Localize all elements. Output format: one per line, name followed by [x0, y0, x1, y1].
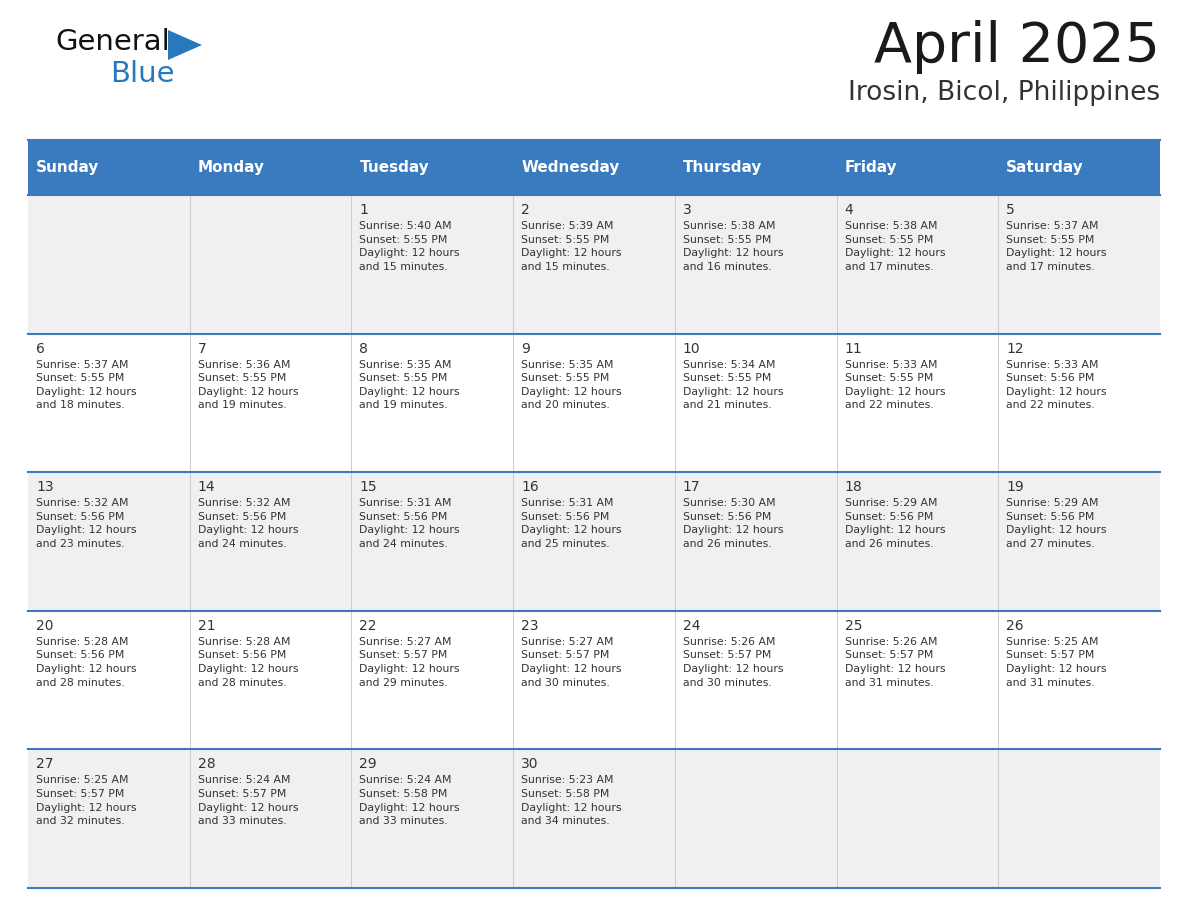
Text: 9: 9 [522, 341, 530, 355]
Bar [29, 140, 1159, 195]
Text: 26: 26 [1006, 619, 1024, 633]
Text: 2: 2 [522, 203, 530, 217]
Text: Sunrise: 5:26 AM
Sunset: 5:57 PM
Daylight: 12 hours
and 30 minutes.: Sunrise: 5:26 AM Sunset: 5:57 PM Dayligh… [683, 637, 783, 688]
Text: Sunrise: 5:38 AM
Sunset: 5:55 PM
Daylight: 12 hours
and 17 minutes.: Sunrise: 5:38 AM Sunset: 5:55 PM Dayligh… [845, 221, 946, 272]
Bar [29, 749, 1159, 888]
Text: Sunrise: 5:31 AM
Sunset: 5:56 PM
Daylight: 12 hours
and 24 minutes.: Sunrise: 5:31 AM Sunset: 5:56 PM Dayligh… [360, 498, 460, 549]
Text: 30: 30 [522, 757, 538, 771]
Text: Sunrise: 5:23 AM
Sunset: 5:58 PM
Daylight: 12 hours
and 34 minutes.: Sunrise: 5:23 AM Sunset: 5:58 PM Dayligh… [522, 776, 621, 826]
Text: Sunrise: 5:25 AM
Sunset: 5:57 PM
Daylight: 12 hours
and 31 minutes.: Sunrise: 5:25 AM Sunset: 5:57 PM Dayligh… [1006, 637, 1107, 688]
Text: Sunrise: 5:28 AM
Sunset: 5:56 PM
Daylight: 12 hours
and 28 minutes.: Sunrise: 5:28 AM Sunset: 5:56 PM Dayligh… [197, 637, 298, 688]
Text: General: General [55, 28, 170, 56]
Text: 4: 4 [845, 203, 853, 217]
Text: Sunrise: 5:24 AM
Sunset: 5:58 PM
Daylight: 12 hours
and 33 minutes.: Sunrise: 5:24 AM Sunset: 5:58 PM Dayligh… [360, 776, 460, 826]
Text: 16: 16 [522, 480, 539, 494]
Text: Sunrise: 5:40 AM
Sunset: 5:55 PM
Daylight: 12 hours
and 15 minutes.: Sunrise: 5:40 AM Sunset: 5:55 PM Dayligh… [360, 221, 460, 272]
Bar [29, 610, 1159, 749]
Text: 21: 21 [197, 619, 215, 633]
Text: Sunrise: 5:33 AM
Sunset: 5:55 PM
Daylight: 12 hours
and 22 minutes.: Sunrise: 5:33 AM Sunset: 5:55 PM Dayligh… [845, 360, 946, 410]
Text: 18: 18 [845, 480, 862, 494]
Text: 12: 12 [1006, 341, 1024, 355]
Text: Blue: Blue [110, 60, 175, 88]
Text: 8: 8 [360, 341, 368, 355]
Text: 1: 1 [360, 203, 368, 217]
Text: 17: 17 [683, 480, 701, 494]
Text: Sunrise: 5:32 AM
Sunset: 5:56 PM
Daylight: 12 hours
and 23 minutes.: Sunrise: 5:32 AM Sunset: 5:56 PM Dayligh… [36, 498, 137, 549]
Text: 24: 24 [683, 619, 701, 633]
Text: Sunrise: 5:29 AM
Sunset: 5:56 PM
Daylight: 12 hours
and 27 minutes.: Sunrise: 5:29 AM Sunset: 5:56 PM Dayligh… [1006, 498, 1107, 549]
Text: 27: 27 [36, 757, 53, 771]
Text: Sunrise: 5:36 AM
Sunset: 5:55 PM
Daylight: 12 hours
and 19 minutes.: Sunrise: 5:36 AM Sunset: 5:55 PM Dayligh… [197, 360, 298, 410]
Text: Sunrise: 5:37 AM
Sunset: 5:55 PM
Daylight: 12 hours
and 18 minutes.: Sunrise: 5:37 AM Sunset: 5:55 PM Dayligh… [36, 360, 137, 410]
Text: Monday: Monday [197, 160, 265, 175]
Text: Sunrise: 5:26 AM
Sunset: 5:57 PM
Daylight: 12 hours
and 31 minutes.: Sunrise: 5:26 AM Sunset: 5:57 PM Dayligh… [845, 637, 946, 688]
Text: Saturday: Saturday [1006, 160, 1083, 175]
Bar [29, 472, 1159, 610]
Text: Sunrise: 5:32 AM
Sunset: 5:56 PM
Daylight: 12 hours
and 24 minutes.: Sunrise: 5:32 AM Sunset: 5:56 PM Dayligh… [197, 498, 298, 549]
Text: 29: 29 [360, 757, 377, 771]
Text: Sunrise: 5:27 AM
Sunset: 5:57 PM
Daylight: 12 hours
and 30 minutes.: Sunrise: 5:27 AM Sunset: 5:57 PM Dayligh… [522, 637, 621, 688]
Text: 22: 22 [360, 619, 377, 633]
Text: 3: 3 [683, 203, 691, 217]
Polygon shape [168, 30, 202, 60]
Text: Sunrise: 5:37 AM
Sunset: 5:55 PM
Daylight: 12 hours
and 17 minutes.: Sunrise: 5:37 AM Sunset: 5:55 PM Dayligh… [1006, 221, 1107, 272]
Text: Sunrise: 5:35 AM
Sunset: 5:55 PM
Daylight: 12 hours
and 20 minutes.: Sunrise: 5:35 AM Sunset: 5:55 PM Dayligh… [522, 360, 621, 410]
Text: 11: 11 [845, 341, 862, 355]
Text: 5: 5 [1006, 203, 1015, 217]
Text: Sunrise: 5:39 AM
Sunset: 5:55 PM
Daylight: 12 hours
and 15 minutes.: Sunrise: 5:39 AM Sunset: 5:55 PM Dayligh… [522, 221, 621, 272]
Text: 28: 28 [197, 757, 215, 771]
Bar [29, 195, 1159, 333]
Text: 15: 15 [360, 480, 377, 494]
Text: Thursday: Thursday [683, 160, 763, 175]
Text: 7: 7 [197, 341, 207, 355]
Text: Sunrise: 5:24 AM
Sunset: 5:57 PM
Daylight: 12 hours
and 33 minutes.: Sunrise: 5:24 AM Sunset: 5:57 PM Dayligh… [197, 776, 298, 826]
Text: Irosin, Bicol, Philippines: Irosin, Bicol, Philippines [848, 80, 1159, 106]
Text: Sunrise: 5:34 AM
Sunset: 5:55 PM
Daylight: 12 hours
and 21 minutes.: Sunrise: 5:34 AM Sunset: 5:55 PM Dayligh… [683, 360, 783, 410]
Text: Sunrise: 5:27 AM
Sunset: 5:57 PM
Daylight: 12 hours
and 29 minutes.: Sunrise: 5:27 AM Sunset: 5:57 PM Dayligh… [360, 637, 460, 688]
Text: Wednesday: Wednesday [522, 160, 619, 175]
Text: Sunrise: 5:31 AM
Sunset: 5:56 PM
Daylight: 12 hours
and 25 minutes.: Sunrise: 5:31 AM Sunset: 5:56 PM Dayligh… [522, 498, 621, 549]
Bar [29, 333, 1159, 472]
Text: 20: 20 [36, 619, 53, 633]
Text: Sunday: Sunday [36, 160, 100, 175]
Text: Sunrise: 5:29 AM
Sunset: 5:56 PM
Daylight: 12 hours
and 26 minutes.: Sunrise: 5:29 AM Sunset: 5:56 PM Dayligh… [845, 498, 946, 549]
Text: 14: 14 [197, 480, 215, 494]
Text: Friday: Friday [845, 160, 897, 175]
Text: Tuesday: Tuesday [360, 160, 429, 175]
Text: Sunrise: 5:35 AM
Sunset: 5:55 PM
Daylight: 12 hours
and 19 minutes.: Sunrise: 5:35 AM Sunset: 5:55 PM Dayligh… [360, 360, 460, 410]
Text: 13: 13 [36, 480, 53, 494]
Text: 10: 10 [683, 341, 701, 355]
Text: Sunrise: 5:33 AM
Sunset: 5:56 PM
Daylight: 12 hours
and 22 minutes.: Sunrise: 5:33 AM Sunset: 5:56 PM Dayligh… [1006, 360, 1107, 410]
Text: 25: 25 [845, 619, 862, 633]
Text: 6: 6 [36, 341, 45, 355]
Text: Sunrise: 5:25 AM
Sunset: 5:57 PM
Daylight: 12 hours
and 32 minutes.: Sunrise: 5:25 AM Sunset: 5:57 PM Dayligh… [36, 776, 137, 826]
Text: 23: 23 [522, 619, 538, 633]
Text: Sunrise: 5:30 AM
Sunset: 5:56 PM
Daylight: 12 hours
and 26 minutes.: Sunrise: 5:30 AM Sunset: 5:56 PM Dayligh… [683, 498, 783, 549]
Text: Sunrise: 5:38 AM
Sunset: 5:55 PM
Daylight: 12 hours
and 16 minutes.: Sunrise: 5:38 AM Sunset: 5:55 PM Dayligh… [683, 221, 783, 272]
Text: Sunrise: 5:28 AM
Sunset: 5:56 PM
Daylight: 12 hours
and 28 minutes.: Sunrise: 5:28 AM Sunset: 5:56 PM Dayligh… [36, 637, 137, 688]
Text: 19: 19 [1006, 480, 1024, 494]
Text: April 2025: April 2025 [874, 20, 1159, 74]
